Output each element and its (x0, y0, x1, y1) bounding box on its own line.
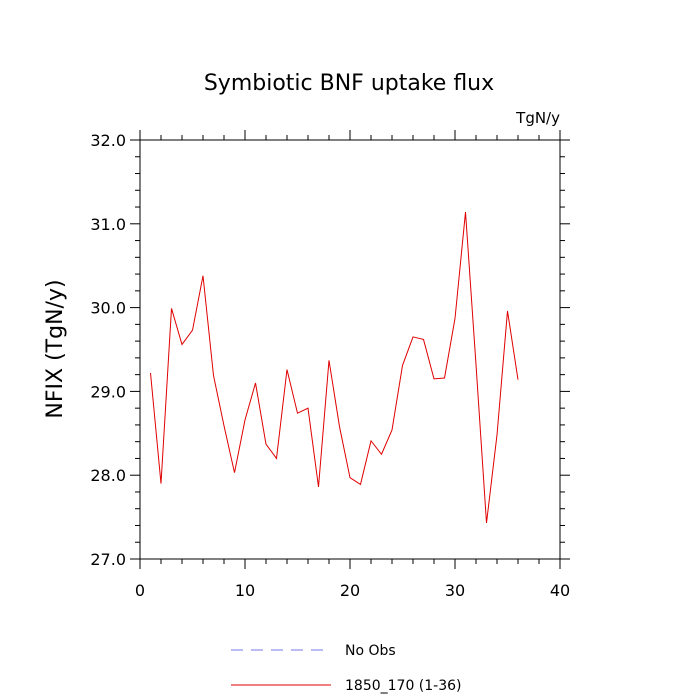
plot-frame (139, 139, 561, 560)
legend-label: 1850_170 (1-36) (345, 678, 462, 694)
x-tick-label: 30 (445, 581, 465, 600)
y-tick-label: 29.0 (90, 382, 126, 401)
units-label: TgN/y (515, 109, 560, 127)
tick-labels: 0 10 20 30 40 27.0 28.0 29.0 30.0 31.0 32.0 (90, 131, 570, 600)
y-tick-label: 27.0 (90, 550, 126, 569)
y-axis-label: NFIX (TgN/y) (43, 279, 68, 418)
x-tick-label: 0 (135, 581, 145, 600)
x-tick-label: 20 (340, 581, 360, 600)
series-layer (150, 212, 519, 524)
y-tick-label: 31.0 (90, 215, 126, 234)
y-tick-label: 28.0 (90, 466, 126, 485)
axis-ticks (130, 130, 570, 569)
y-tick-label: 32.0 (90, 131, 126, 150)
y-tick-label: 30.0 (90, 299, 126, 318)
legend: No Obs 1850_170 (1-36) (231, 643, 462, 694)
chart-title: Symbiotic BNF uptake flux (204, 71, 494, 96)
x-tick-label: 40 (550, 581, 570, 600)
legend-label: No Obs (345, 643, 396, 659)
x-tick-label: 10 (235, 581, 255, 600)
series-line (150, 212, 519, 524)
